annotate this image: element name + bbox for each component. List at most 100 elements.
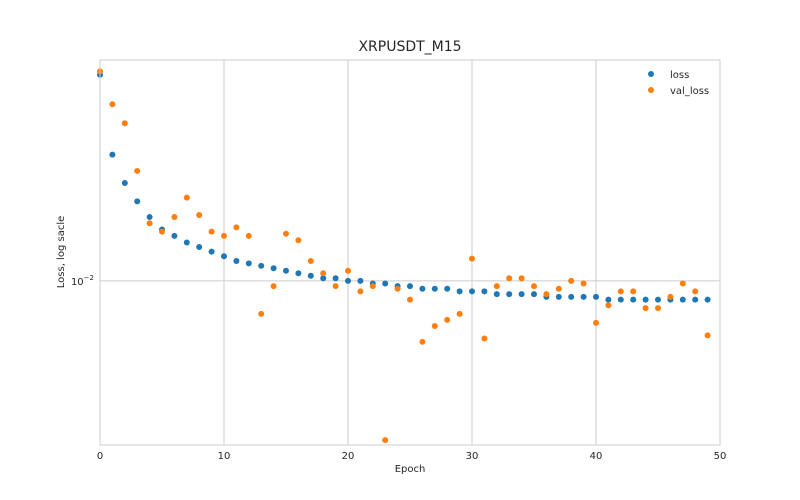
data-point xyxy=(295,237,302,244)
legend-label: val_loss xyxy=(670,86,709,97)
data-point xyxy=(506,275,513,282)
data-point xyxy=(382,280,389,287)
y-axis-label: Loss, log sacle xyxy=(56,216,67,288)
data-point xyxy=(245,260,252,267)
data-point xyxy=(221,253,227,260)
data-point xyxy=(580,280,587,287)
data-point xyxy=(233,257,240,264)
data-point xyxy=(568,277,575,284)
data-point xyxy=(307,257,314,264)
data-point xyxy=(283,230,289,237)
data-point xyxy=(518,291,525,298)
data-point xyxy=(109,101,116,108)
x-tick-label: 0 xyxy=(97,451,103,462)
data-point xyxy=(183,239,190,246)
data-point xyxy=(134,198,141,205)
data-point xyxy=(394,285,401,292)
data-point xyxy=(481,288,488,295)
data-point xyxy=(630,288,637,295)
data-point xyxy=(679,280,686,287)
data-point xyxy=(531,283,537,290)
data-point xyxy=(469,288,475,295)
data-point xyxy=(667,293,674,300)
data-point xyxy=(481,335,488,342)
data-point xyxy=(208,228,215,235)
data-point xyxy=(320,275,327,282)
data-point xyxy=(270,265,277,272)
data-point xyxy=(109,151,116,158)
data-point xyxy=(345,267,351,274)
data-point xyxy=(617,288,624,295)
data-point xyxy=(655,305,661,312)
data-points xyxy=(97,68,711,444)
data-point xyxy=(332,275,339,282)
data-point xyxy=(183,194,190,201)
legend-marker xyxy=(648,71,654,77)
data-point xyxy=(642,296,649,303)
data-point xyxy=(332,283,339,290)
x-axis-label: Epoch xyxy=(395,464,426,475)
data-point xyxy=(307,272,314,279)
x-tick-label: 30 xyxy=(466,451,479,462)
data-point xyxy=(283,267,289,274)
data-point xyxy=(159,228,165,235)
series-val-loss xyxy=(97,68,711,444)
data-point xyxy=(444,285,451,292)
data-point xyxy=(431,322,438,329)
data-point xyxy=(456,310,463,317)
data-point xyxy=(369,283,376,290)
x-tick-label: 20 xyxy=(342,451,355,462)
data-point xyxy=(531,291,537,298)
data-point xyxy=(642,305,649,312)
data-point xyxy=(419,285,426,292)
data-point xyxy=(456,288,463,295)
plot-frame xyxy=(99,59,721,446)
data-point xyxy=(444,316,451,323)
data-point xyxy=(258,310,265,317)
data-point xyxy=(543,291,550,298)
data-point xyxy=(493,283,500,290)
data-point xyxy=(469,255,475,262)
data-point xyxy=(704,296,711,303)
data-point xyxy=(518,275,525,282)
data-point xyxy=(345,277,351,284)
data-point xyxy=(630,296,637,303)
data-point xyxy=(171,214,178,221)
legend: loss val_loss xyxy=(648,70,709,97)
data-point xyxy=(320,270,327,277)
y-tick-label: 10−2 xyxy=(71,274,94,288)
data-point xyxy=(555,293,562,300)
data-point xyxy=(121,120,128,127)
x-tick-label: 50 xyxy=(714,451,727,462)
data-point xyxy=(171,232,178,239)
data-point xyxy=(121,180,128,187)
data-point xyxy=(221,232,227,239)
data-point xyxy=(357,277,364,284)
y-tick-labels: 10−2 xyxy=(71,274,94,288)
data-point xyxy=(568,293,575,300)
data-point xyxy=(146,220,153,227)
data-point xyxy=(593,319,599,326)
data-point xyxy=(270,283,277,290)
data-point xyxy=(704,332,711,339)
legend-marker xyxy=(648,87,654,93)
data-point xyxy=(245,232,252,239)
data-point xyxy=(208,248,215,255)
data-point xyxy=(593,293,599,300)
data-point xyxy=(146,214,153,221)
data-point xyxy=(382,437,389,444)
data-point xyxy=(357,288,364,295)
data-point xyxy=(692,288,699,295)
x-tick-label: 40 xyxy=(590,451,603,462)
data-point xyxy=(134,167,141,174)
data-point xyxy=(196,244,203,251)
data-point xyxy=(431,285,438,292)
x-tick-label: 10 xyxy=(218,451,231,462)
data-point xyxy=(580,293,587,300)
series-loss xyxy=(97,71,711,303)
data-point xyxy=(493,291,500,298)
data-point xyxy=(233,224,240,231)
data-point xyxy=(679,296,686,303)
